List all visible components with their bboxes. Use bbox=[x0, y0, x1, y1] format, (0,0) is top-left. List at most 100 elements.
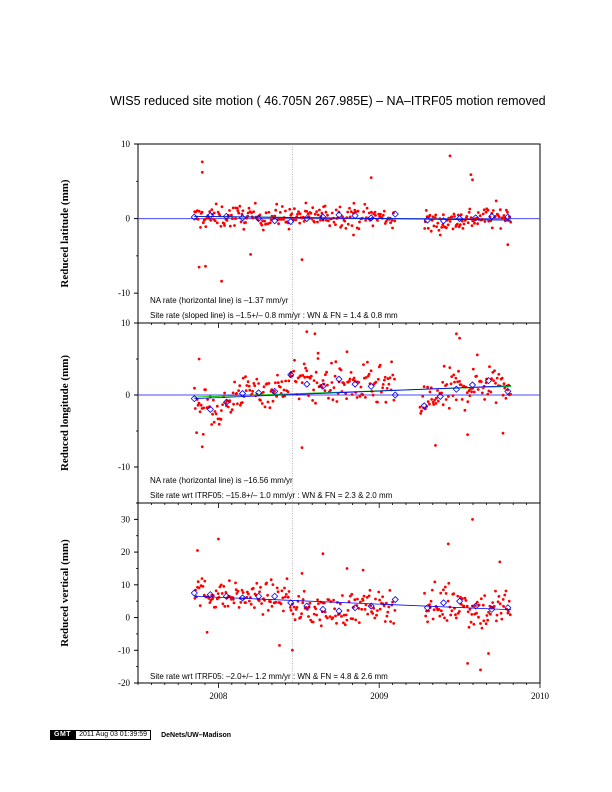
data-point bbox=[332, 386, 336, 390]
data-point bbox=[236, 207, 239, 210]
data-point bbox=[448, 154, 452, 158]
data-point bbox=[346, 609, 350, 612]
data-point bbox=[502, 382, 506, 386]
y-tick-label: -10 bbox=[118, 288, 130, 298]
data-point bbox=[383, 378, 386, 382]
data-point bbox=[434, 402, 438, 405]
y-tick-label: 0 bbox=[126, 390, 131, 400]
data-point bbox=[216, 592, 220, 595]
data-point bbox=[222, 585, 226, 588]
mean-marker bbox=[488, 212, 496, 220]
data-point bbox=[271, 399, 275, 403]
data-point bbox=[308, 601, 312, 605]
data-point bbox=[471, 367, 475, 371]
data-point bbox=[484, 210, 488, 214]
data-point bbox=[362, 594, 366, 598]
data-point bbox=[323, 389, 327, 393]
data-point bbox=[287, 227, 291, 231]
data-point bbox=[467, 210, 471, 214]
data-point bbox=[273, 214, 277, 218]
mean-marker bbox=[468, 381, 477, 389]
data-point bbox=[465, 604, 469, 608]
data-point bbox=[215, 221, 219, 225]
data-point bbox=[343, 383, 346, 386]
data-point bbox=[315, 210, 318, 214]
data-point bbox=[466, 610, 470, 614]
data-point bbox=[284, 379, 287, 383]
data-point bbox=[346, 222, 350, 226]
data-point bbox=[445, 383, 449, 386]
data-point bbox=[437, 608, 441, 611]
data-point bbox=[327, 598, 331, 602]
data-point bbox=[432, 403, 436, 406]
data-point bbox=[496, 600, 500, 604]
data-point bbox=[475, 611, 478, 615]
data-point bbox=[335, 400, 339, 403]
data-point bbox=[196, 403, 200, 407]
data-point bbox=[253, 606, 256, 609]
data-point bbox=[366, 360, 369, 364]
data-point bbox=[431, 400, 435, 404]
data-point bbox=[247, 206, 251, 210]
data-point bbox=[239, 220, 243, 224]
data-point bbox=[429, 229, 433, 233]
data-point bbox=[433, 398, 436, 402]
data-point bbox=[498, 208, 502, 212]
data-point bbox=[197, 586, 201, 590]
data-point bbox=[196, 217, 200, 221]
data-point bbox=[252, 210, 256, 214]
data-point bbox=[211, 597, 215, 601]
data-point bbox=[321, 552, 325, 556]
data-point bbox=[235, 592, 239, 595]
data-point bbox=[223, 605, 227, 608]
data-point bbox=[376, 400, 379, 404]
data-point bbox=[260, 602, 263, 605]
data-point bbox=[335, 621, 338, 625]
data-point bbox=[206, 398, 210, 401]
mean-marker bbox=[504, 213, 512, 221]
data-point bbox=[284, 209, 287, 213]
data-point bbox=[212, 211, 216, 215]
credit: DeNets/UW–Madison bbox=[161, 731, 232, 739]
data-point bbox=[376, 219, 379, 222]
data-point bbox=[246, 380, 250, 384]
y-tick-label: 0 bbox=[126, 214, 131, 224]
data-point bbox=[479, 668, 482, 672]
data-point bbox=[509, 392, 512, 396]
data-point bbox=[342, 613, 346, 617]
data-point bbox=[444, 592, 448, 595]
data-point bbox=[209, 218, 213, 222]
data-point bbox=[502, 214, 506, 217]
data-point bbox=[375, 613, 378, 617]
data-point bbox=[217, 422, 221, 426]
data-point bbox=[467, 625, 471, 629]
data-point bbox=[343, 219, 347, 223]
data-point bbox=[381, 595, 384, 599]
data-point bbox=[455, 332, 458, 336]
mean-marker bbox=[271, 217, 279, 225]
data-point bbox=[332, 598, 335, 602]
data-point bbox=[268, 406, 272, 410]
data-point bbox=[463, 408, 467, 412]
data-point bbox=[253, 384, 257, 388]
data-point bbox=[501, 431, 505, 435]
data-point bbox=[454, 616, 458, 620]
data-point bbox=[486, 208, 490, 212]
data-point bbox=[311, 206, 315, 210]
data-point bbox=[370, 210, 373, 214]
data-point bbox=[198, 604, 202, 607]
data-point bbox=[301, 374, 305, 377]
mean-marker bbox=[351, 380, 359, 388]
data-point bbox=[374, 214, 377, 217]
data-point bbox=[315, 613, 318, 617]
data-point bbox=[259, 399, 262, 402]
data-point bbox=[330, 381, 334, 384]
data-point bbox=[356, 597, 359, 601]
data-point bbox=[371, 224, 375, 228]
data-point bbox=[339, 368, 343, 372]
data-point bbox=[508, 613, 512, 617]
data-point bbox=[376, 377, 380, 381]
data-point bbox=[308, 376, 312, 380]
rate-note: Site rate wrt ITRF05: –15.8+/– 1.0 mm/yr… bbox=[150, 491, 393, 500]
data-point bbox=[277, 222, 280, 226]
